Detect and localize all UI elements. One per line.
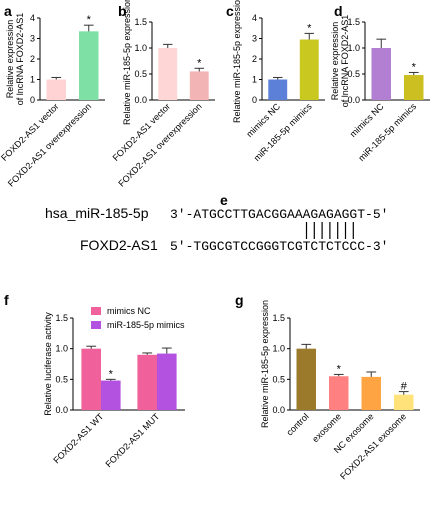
y-tick-label: 0 <box>30 95 35 105</box>
x-tick-label: FOXD2-AS1 exosome <box>338 411 408 481</box>
significance-marker: * <box>412 61 417 73</box>
y-axis-label-line: of lncRNA FOXD2-AS1 <box>15 13 25 106</box>
y-tick-label: 1 <box>30 75 35 85</box>
legend-swatch <box>91 307 101 315</box>
y-tick-label: 1.0 <box>347 43 360 53</box>
x-tick-label: FOXD2-AS1 vector <box>0 101 61 163</box>
y-axis-label-line: of lncRNA FOXD2-AS1 <box>340 15 350 108</box>
bar <box>268 79 288 100</box>
x-tick-label: miR-185-5p mimics <box>356 101 418 163</box>
x-tick-label: exosome <box>310 411 343 444</box>
sequence-name: hsa_miR-185-5p <box>45 205 149 221</box>
bar <box>361 376 381 410</box>
y-tick-label: 3 <box>252 34 257 44</box>
x-tick-label: miR-185-5p mimics <box>252 101 314 163</box>
panel-letter: b <box>118 3 127 19</box>
sequence: 5'-TGGCGTCCGGGTCGTCTCTCCC-3' <box>170 239 388 254</box>
y-tick-label: 1 <box>252 75 257 85</box>
y-axis-label: Relative miR-185-5p expression <box>260 300 270 428</box>
y-axis-label: Relative expressionof lncRNA FOXD2-AS1 <box>5 13 25 106</box>
y-axis-label-line: Relative miR-185-5p expression <box>232 0 242 123</box>
legend-label: mimics NC <box>107 306 151 316</box>
y-axis-label: Relative luciferase activity <box>43 312 53 416</box>
bar <box>101 380 121 410</box>
bar <box>371 48 391 100</box>
y-tick-label: 1.0 <box>55 344 68 354</box>
panel-letter: f <box>4 292 9 308</box>
y-tick-label: 0.0 <box>55 405 68 415</box>
panel-letter: a <box>4 3 12 19</box>
bar <box>329 376 349 410</box>
significance-marker: * <box>197 57 202 69</box>
panel-letter: d <box>334 3 343 19</box>
sequence: 3'-ATGCCTTGACGGAAAGAGAGGT-5' <box>170 207 388 222</box>
y-axis-label: Relative miR-185-5p expression <box>232 0 242 123</box>
y-tick-label: 0.0 <box>272 405 285 415</box>
y-tick-label: 0.5 <box>55 374 68 384</box>
bar <box>81 348 101 410</box>
x-tick-label: control <box>284 411 310 437</box>
y-tick-label: 1.5 <box>272 313 285 323</box>
y-axis-label-line: Relative miR-185-5p expression <box>260 300 270 428</box>
significance-marker: * <box>109 368 114 380</box>
y-tick-label: 1.5 <box>55 313 68 323</box>
y-axis-label-line: Relative expression <box>5 20 15 99</box>
y-tick-label: 4 <box>252 13 257 23</box>
y-tick-label: 0.5 <box>347 69 360 79</box>
significance-marker: * <box>337 363 342 375</box>
significance-marker: # <box>401 381 408 393</box>
y-tick-label: 3 <box>30 34 35 44</box>
sequence-name: FOXD2-AS1 <box>80 237 158 253</box>
base-pairs <box>305 222 354 239</box>
significance-marker: * <box>307 22 312 34</box>
y-tick-label: 1.0 <box>134 43 147 53</box>
bar <box>189 71 209 100</box>
bar <box>394 394 414 410</box>
y-tick-label: 4 <box>30 13 35 23</box>
y-tick-label: 0.0 <box>347 95 360 105</box>
panel-letter: g <box>235 292 244 308</box>
bar <box>299 39 319 100</box>
legend-swatch <box>91 321 101 329</box>
y-tick-label: 2 <box>30 54 35 64</box>
bar <box>157 353 177 410</box>
bar <box>158 48 178 100</box>
bar <box>46 79 66 100</box>
y-tick-label: 0 <box>252 95 257 105</box>
panel-letter: e <box>220 192 228 208</box>
bar <box>404 75 424 100</box>
bar <box>296 348 316 410</box>
significance-marker: * <box>87 14 92 26</box>
y-tick-label: 0.5 <box>272 374 285 384</box>
x-tick-label: FOXD2-AS1 WT <box>51 411 105 465</box>
x-tick-label: FOXD2-AS1 MUT <box>103 411 161 469</box>
y-tick-label: 1.5 <box>134 17 147 27</box>
y-axis-label-line: Relative miR-185-5p expression <box>122 0 132 125</box>
y-axis-label: Relative expressionof lncRNA FOXD2-AS1 <box>330 15 350 108</box>
y-tick-label: 0.5 <box>134 69 147 79</box>
y-axis-label-line: Relative luciferase activity <box>43 312 53 416</box>
bar <box>79 31 99 101</box>
y-tick-label: 1.5 <box>347 17 360 27</box>
x-tick-label: FOXD2-AS1 vector <box>111 101 173 163</box>
y-tick-label: 0.0 <box>134 95 147 105</box>
legend-label: miR-185-5p mimics <box>107 320 185 330</box>
y-axis-label: Relative miR-185-5p expression <box>122 0 132 125</box>
bar <box>137 354 157 410</box>
y-axis-label-line: Relative expression <box>330 22 340 101</box>
panel-letter: c <box>226 3 234 19</box>
y-tick-label: 2 <box>252 54 257 64</box>
y-tick-label: 1.0 <box>272 344 285 354</box>
